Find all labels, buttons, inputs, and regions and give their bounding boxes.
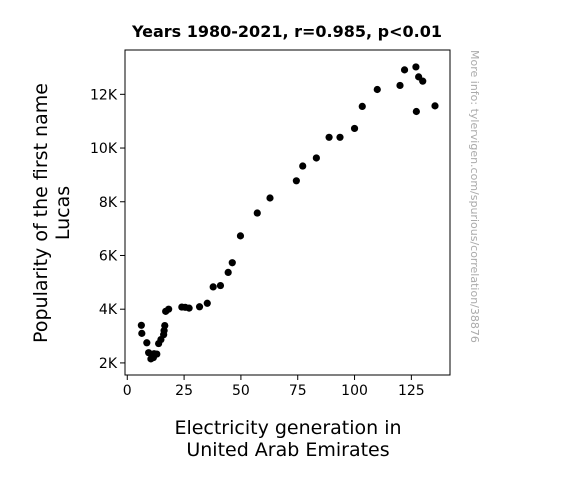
y-axis-label: Popularity of the first name Lucas	[30, 83, 74, 343]
data-point	[412, 63, 420, 71]
data-point	[266, 194, 274, 202]
data-points	[137, 63, 439, 363]
x-axis-label: Electricity generation in United Arab Em…	[174, 417, 401, 461]
data-point	[312, 154, 320, 162]
data-point	[299, 162, 307, 170]
y-tick-label: 4K	[99, 302, 118, 318]
data-point	[253, 209, 261, 217]
x-axis-label-line-2: United Arab Emirates	[186, 439, 389, 461]
data-point	[412, 107, 420, 116]
data-point	[216, 281, 225, 290]
x-tick-label: 100	[341, 383, 368, 399]
data-point	[138, 329, 146, 337]
y-tick-label: 8K	[99, 195, 118, 211]
data-point	[236, 232, 245, 240]
x-tick-label: 50	[232, 383, 250, 399]
y-tick-label: 2K	[99, 356, 118, 372]
chart-title: Years 1980-2021, r=0.985, p<0.01	[131, 22, 442, 41]
data-point	[400, 66, 409, 74]
y-axis-label-line-2: Lucas	[52, 186, 74, 240]
data-point	[143, 339, 151, 347]
data-point	[224, 268, 232, 276]
data-point	[373, 85, 381, 94]
data-point	[336, 133, 344, 141]
data-point	[209, 283, 217, 291]
watermark: More info: tylervigen.com/spurious/corre…	[468, 50, 481, 343]
data-point	[396, 81, 404, 90]
plot-frame	[124, 49, 451, 376]
data-point	[358, 102, 366, 111]
axis-ticks: 0 25 50 75 100 125 2K 4K 6K 8K 10K 12K	[90, 87, 425, 399]
y-tick-label: 10K	[90, 141, 118, 157]
data-point	[419, 77, 427, 85]
data-point	[350, 124, 359, 133]
data-point	[161, 321, 169, 330]
data-point	[203, 299, 211, 307]
x-tick-label: 0	[123, 383, 132, 399]
data-point	[137, 321, 145, 329]
data-point	[145, 349, 153, 357]
data-point	[228, 259, 236, 267]
data-point	[325, 133, 333, 141]
y-tick-label: 12K	[90, 87, 118, 103]
data-point	[292, 177, 300, 185]
data-point	[185, 304, 193, 312]
x-tick-label: 25	[175, 383, 193, 399]
y-axis-label-line-1: Popularity of the first name	[30, 83, 52, 343]
data-point	[431, 102, 439, 110]
x-axis-label-line-1: Electricity generation in	[174, 417, 401, 439]
y-tick-label: 6K	[99, 248, 118, 264]
data-point	[195, 303, 204, 311]
x-tick-label: 125	[398, 383, 425, 399]
data-point	[165, 305, 173, 313]
x-tick-label: 75	[289, 383, 307, 399]
data-point	[153, 350, 161, 358]
